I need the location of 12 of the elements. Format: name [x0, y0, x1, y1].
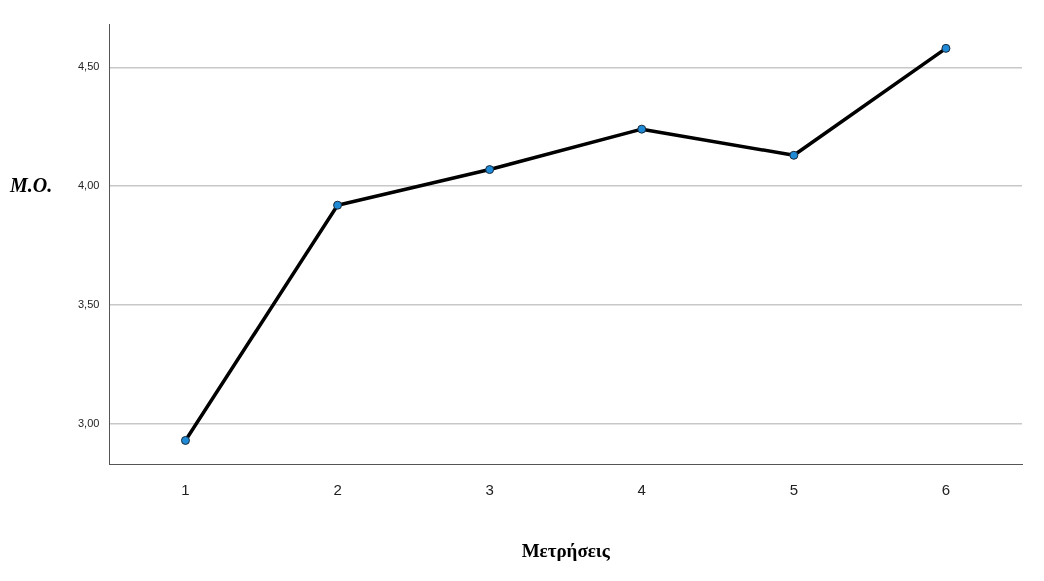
y-tick-label: 3,00 — [77, 416, 100, 429]
y-axis-title: Μ.Ο. — [9, 174, 53, 197]
y-tick-label: 3,50 — [77, 298, 100, 311]
x-tick-label: 1 — [181, 481, 190, 499]
x-tick-label: 2 — [333, 481, 342, 499]
y-tick-label: 4,50 — [77, 60, 100, 73]
x-axis-title: Μετρήσεις — [521, 539, 611, 561]
x-tick-label: 6 — [941, 481, 951, 499]
x-tick-label: 5 — [789, 481, 799, 499]
x-tick-label: 4 — [637, 481, 646, 499]
x-tick-label: 3 — [485, 481, 494, 499]
y-tick-label: 4,00 — [77, 179, 100, 192]
